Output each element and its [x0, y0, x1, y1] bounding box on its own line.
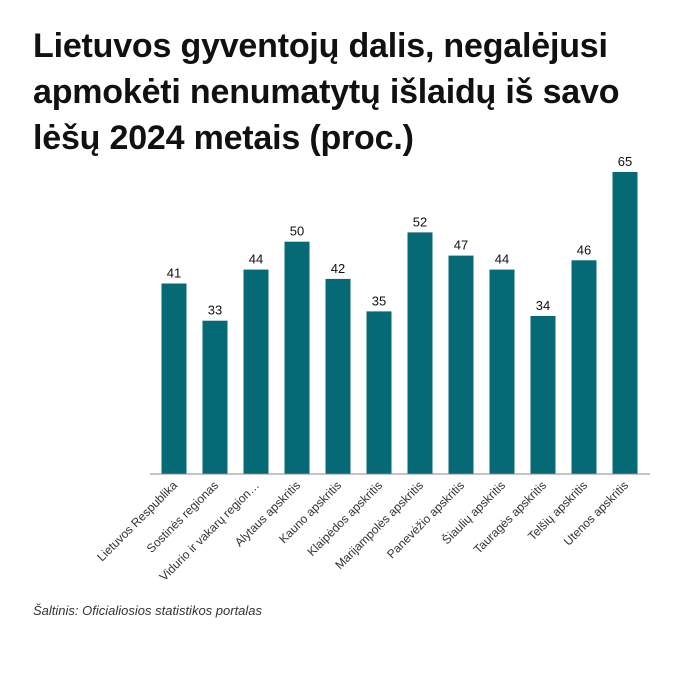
x-tick-label-7: Panevėžio apskritis: [384, 478, 467, 561]
value-label-2: 44: [249, 252, 263, 267]
chart-title: Lietuvos gyventojų dalis, negalėjusi apm…: [33, 27, 620, 157]
source-note: Šaltinis: Oficialiosios statistikos port…: [33, 603, 263, 618]
bar-9: [530, 316, 556, 474]
x-tick-label-1: Sostinės regionas: [144, 478, 221, 555]
bar-5: [366, 311, 392, 474]
bar-2: [243, 269, 269, 474]
bar-3: [284, 241, 310, 474]
bar-7: [448, 255, 474, 474]
value-label-4: 42: [331, 261, 345, 276]
value-label-6: 52: [413, 214, 427, 229]
value-label-0: 41: [167, 266, 181, 281]
x-tick-label-9: Tauragės apskritis: [471, 478, 549, 556]
value-label-3: 50: [290, 224, 304, 239]
bar-6: [407, 232, 433, 474]
value-label-9: 34: [536, 298, 550, 313]
bar-8: [489, 269, 515, 474]
value-label-11: 65: [618, 154, 632, 169]
bar-11: [612, 172, 638, 474]
bar-10: [571, 260, 597, 474]
bar-4: [325, 278, 351, 474]
value-label-7: 47: [454, 238, 468, 253]
bars-group: [161, 172, 638, 474]
bar-1: [202, 320, 228, 474]
value-labels-group: 41 33 44 50 42 35 52 47 44 34 46 65: [167, 154, 632, 318]
value-label-8: 44: [495, 252, 509, 267]
value-label-10: 46: [577, 242, 591, 257]
x-tick-label-5: Klaipėdos apskritis: [304, 478, 385, 559]
value-label-1: 33: [208, 303, 222, 318]
value-label-5: 35: [372, 293, 386, 308]
bar-0: [161, 283, 187, 474]
